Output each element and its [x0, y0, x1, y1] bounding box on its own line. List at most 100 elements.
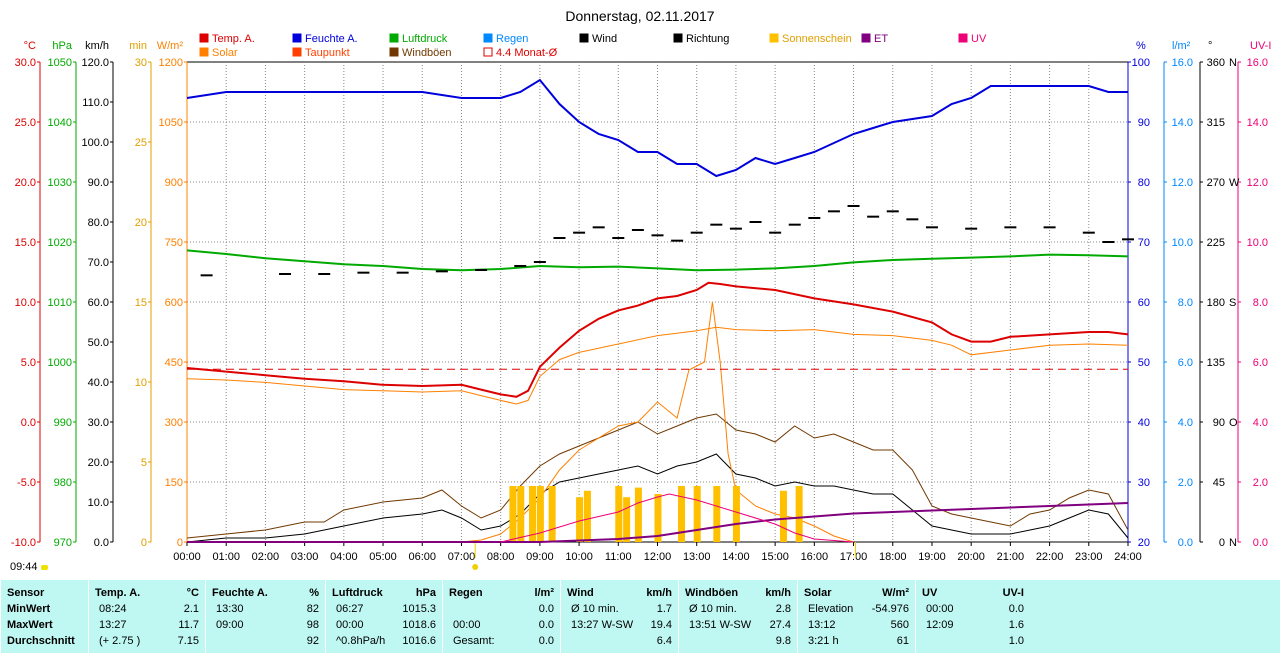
summary-column-title: Temp. A. — [95, 587, 141, 599]
series-line-taupunkt — [186, 326, 1129, 405]
axis-tick-label: 0.0 — [1253, 537, 1268, 549]
x-axis-tick-label: 21:00 — [997, 551, 1025, 563]
axis-tick-label: 45 — [1213, 477, 1225, 489]
axis-tick-label: 2.0 — [1178, 477, 1193, 489]
summary-cell-value: 0.0 — [538, 619, 554, 631]
summary-cell-label: 13:27 W-SW — [571, 619, 634, 631]
direction-mark — [631, 229, 644, 231]
legend-label: ET — [874, 33, 888, 45]
sunshine-bar — [509, 486, 517, 542]
summary-column-title: Wind — [567, 587, 594, 599]
compass-label: N — [1229, 57, 1237, 69]
sunshine-bar — [779, 490, 787, 542]
legend-label: Windböen — [402, 47, 452, 59]
summary-cell-label: ^0.8hPa/h — [336, 635, 386, 647]
axis-tick-label: 120.0 — [81, 57, 109, 69]
summary-column-title: Solar — [804, 587, 832, 599]
axis-tick-label: 5.0 — [21, 357, 36, 369]
direction-mark — [357, 271, 370, 274]
axis-tick-label: 1020 — [48, 237, 72, 249]
axis-tick-label: 980 — [54, 477, 72, 489]
axis-tick-label: 30.0 — [88, 417, 109, 429]
direction-mark — [396, 271, 409, 274]
summary-column-title: Luftdruck — [332, 587, 383, 599]
x-axis-tick-label: 15:00 — [761, 551, 789, 563]
axis-tick-label: 300 — [165, 417, 183, 429]
sunshine-bar — [615, 486, 623, 542]
axis-tick-label: 80 — [1138, 177, 1150, 189]
axis-tick-label: 900 — [165, 177, 183, 189]
summary-cell-value: 98 — [306, 619, 319, 631]
axis-tick-label: 0.0 — [94, 537, 109, 549]
axis-tick-label: 1200 — [159, 57, 183, 69]
axis-unit-label: l/m² — [1172, 40, 1191, 52]
direction-mark — [573, 231, 586, 234]
legend-swatch — [769, 33, 779, 43]
x-axis-tick-label: 07:00 — [448, 551, 476, 563]
summary-column-title: Feuchte A. — [212, 587, 268, 599]
x-axis-tick-label: 11:00 — [605, 551, 632, 563]
summary-cell-value: 27.4 — [769, 619, 791, 631]
axis-unit-label: hPa — [52, 40, 72, 52]
sunshine-bar — [583, 490, 591, 542]
compass-label: S — [1229, 297, 1236, 309]
axis-tick-label: 60 — [1138, 297, 1150, 309]
series-line-luftdruck — [186, 249, 1129, 272]
axis-tick-label: 4.0 — [1253, 417, 1268, 429]
summary-column: Wind km/h Ø 10 min. 1.7 13:27 W-SW 19.4 6.4 — [560, 580, 678, 653]
summary-cell-label: 12:09 — [926, 619, 954, 631]
legend-swatch — [483, 33, 493, 43]
x-axis-tick-label: 17:00 — [840, 551, 868, 563]
summary-cell-label: Ø 10 min. — [689, 603, 737, 615]
summary-column-unit: UV-I — [1002, 587, 1024, 599]
axis-tick-label: 16.0 — [1172, 57, 1193, 69]
axis-tick-label: 40 — [1138, 417, 1150, 429]
sunshine-bar — [795, 486, 803, 542]
series-line-wind — [186, 453, 1129, 543]
axis-unit-label: °C — [24, 40, 36, 52]
summary-cell-label: 13:12 — [808, 619, 836, 631]
summary-column-unit: km/h — [765, 587, 791, 599]
direction-mark — [612, 237, 625, 239]
series-line-windb-en — [186, 413, 1129, 539]
summary-column: UV UV-I 00:00 0.0 12:09 1.6 1.0 — [915, 580, 1030, 653]
direction-mark — [827, 210, 840, 213]
x-axis-tick-label: 23:00 — [1075, 551, 1103, 563]
summary-cell-label: MaxWert — [7, 619, 53, 631]
x-axis-tick-label: 20:00 — [957, 551, 985, 563]
axis-tick-label: 100.0 — [81, 137, 109, 149]
x-axis-tick-label: 24:00 — [1114, 551, 1142, 563]
direction-mark — [749, 221, 762, 223]
direction-mark — [1082, 231, 1095, 234]
legend-swatch — [483, 47, 493, 57]
axis-tick-label: 2.0 — [1253, 477, 1268, 489]
axis-tick-label: 15.0 — [15, 237, 36, 249]
summary-cell-value: 0.0 — [538, 635, 554, 647]
summary-column-unit: °C — [186, 587, 199, 599]
axis-tick-label: 20.0 — [15, 177, 36, 189]
legend-swatch — [292, 47, 302, 57]
axis-unit-label: % — [1136, 40, 1146, 52]
x-axis-tick-label: 22:00 — [1036, 551, 1064, 563]
series-line-et — [187, 502, 1129, 543]
x-axis-tick-label: 16:00 — [801, 551, 829, 563]
axis-tick-label: 450 — [165, 357, 183, 369]
sunshine-bar — [576, 497, 584, 542]
axis-unit-label: min — [129, 40, 147, 52]
axis-tick-label: 315 — [1207, 117, 1225, 129]
axis-tick-label: 15 — [135, 297, 147, 309]
summary-cell-value: -54.976 — [871, 603, 909, 615]
x-axis-tick-label: 01:00 — [212, 551, 240, 563]
axis-tick-label: 5 — [141, 457, 147, 469]
direction-mark — [729, 227, 742, 230]
summary-column: Feuchte A.% 13:30 82 09:00 98 92 — [205, 580, 325, 653]
legend-swatch — [673, 33, 683, 43]
direction-mark — [710, 223, 723, 226]
x-axis-tick-label: 00:00 — [173, 551, 201, 563]
axis-tick-label: 70.0 — [88, 257, 109, 269]
direction-mark — [769, 231, 782, 234]
axis-tick-label: 1000 — [48, 357, 72, 369]
direction-mark — [318, 273, 331, 275]
summary-cell-value: 0.0 — [1008, 603, 1024, 615]
axis-tick-label: 8.0 — [1253, 297, 1268, 309]
